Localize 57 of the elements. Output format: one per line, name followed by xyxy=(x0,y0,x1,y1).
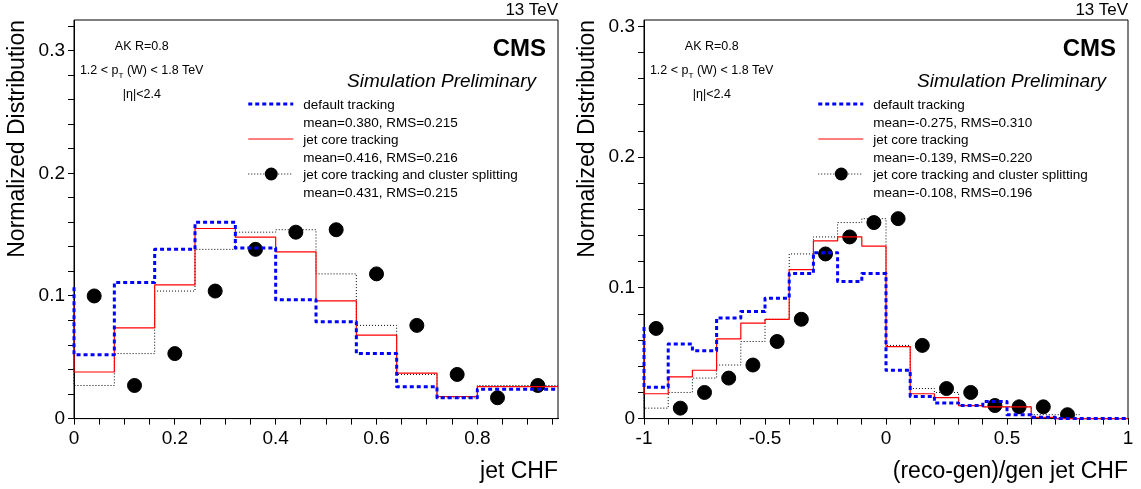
x-tick-label: -0.5 xyxy=(748,427,782,449)
point xyxy=(127,377,143,393)
y-tick-label: 0.2 xyxy=(608,145,636,167)
point xyxy=(963,384,979,400)
point xyxy=(1035,399,1051,415)
annotation: CMS xyxy=(1062,34,1116,61)
y-tick-label: 0 xyxy=(54,406,66,428)
y-tick-label: 0 xyxy=(624,406,636,428)
y-axis-title: Normalized Distribution xyxy=(573,20,600,258)
annotation: |η|<2.4 xyxy=(692,87,731,101)
annotation: AK R=0.8 xyxy=(684,39,739,53)
point xyxy=(490,390,505,406)
y-tick-label: 0.2 xyxy=(38,161,66,183)
point xyxy=(167,346,183,362)
annotation: Simulation Preliminary xyxy=(916,70,1108,91)
x-axis-title: (reco-gen)/gen jet CHF xyxy=(892,456,1128,483)
y-tick-label: 0.1 xyxy=(608,276,636,298)
annotation: AK R=0.8 xyxy=(114,39,169,53)
x-tick-label: 0 xyxy=(880,427,892,449)
point xyxy=(207,283,223,299)
point xyxy=(745,357,761,373)
text: 13 TeV xyxy=(1075,0,1129,19)
y-tick-label: 0.3 xyxy=(608,14,636,36)
point xyxy=(449,366,465,382)
point xyxy=(697,384,713,400)
y-tick-label: 0.1 xyxy=(38,284,66,306)
x-tick-label: 0.2 xyxy=(161,427,189,449)
x-axis-title: jet CHF xyxy=(479,456,558,483)
y-axis-title: Normalized Distribution xyxy=(3,20,30,258)
point xyxy=(328,222,344,238)
x-tick-label: 0 xyxy=(68,427,80,449)
point xyxy=(721,370,737,386)
x-tick-label: 0.6 xyxy=(363,427,390,449)
point xyxy=(672,400,688,416)
point xyxy=(648,320,664,336)
point xyxy=(793,311,809,327)
annotation: CMS xyxy=(492,34,546,61)
point xyxy=(866,215,882,231)
point xyxy=(369,266,385,282)
point xyxy=(769,333,785,349)
x-tick-label: 0.8 xyxy=(464,427,491,449)
point xyxy=(914,337,930,353)
annotation: |η|<2.4 xyxy=(122,87,161,101)
point xyxy=(288,224,304,240)
x-tick-label: 1 xyxy=(1122,427,1134,449)
annotation: Simulation Preliminary xyxy=(346,70,538,91)
point xyxy=(890,211,906,227)
point xyxy=(939,381,955,397)
x-tick-label: 0.5 xyxy=(993,427,1021,449)
x-tick-label: -1 xyxy=(635,427,653,449)
y-tick-label: 0.3 xyxy=(38,38,66,60)
legend-label: jet core tracking and cluster splitting mean=-0.108, RMS=0.196 xyxy=(872,167,1088,200)
point xyxy=(409,317,425,333)
text: 13 TeV xyxy=(505,0,559,19)
legend-label: jet core tracking and cluster splitting mean=0.431, RMS=0.215 xyxy=(302,167,518,200)
x-tick-label: 0.4 xyxy=(262,427,290,449)
point xyxy=(86,288,102,304)
